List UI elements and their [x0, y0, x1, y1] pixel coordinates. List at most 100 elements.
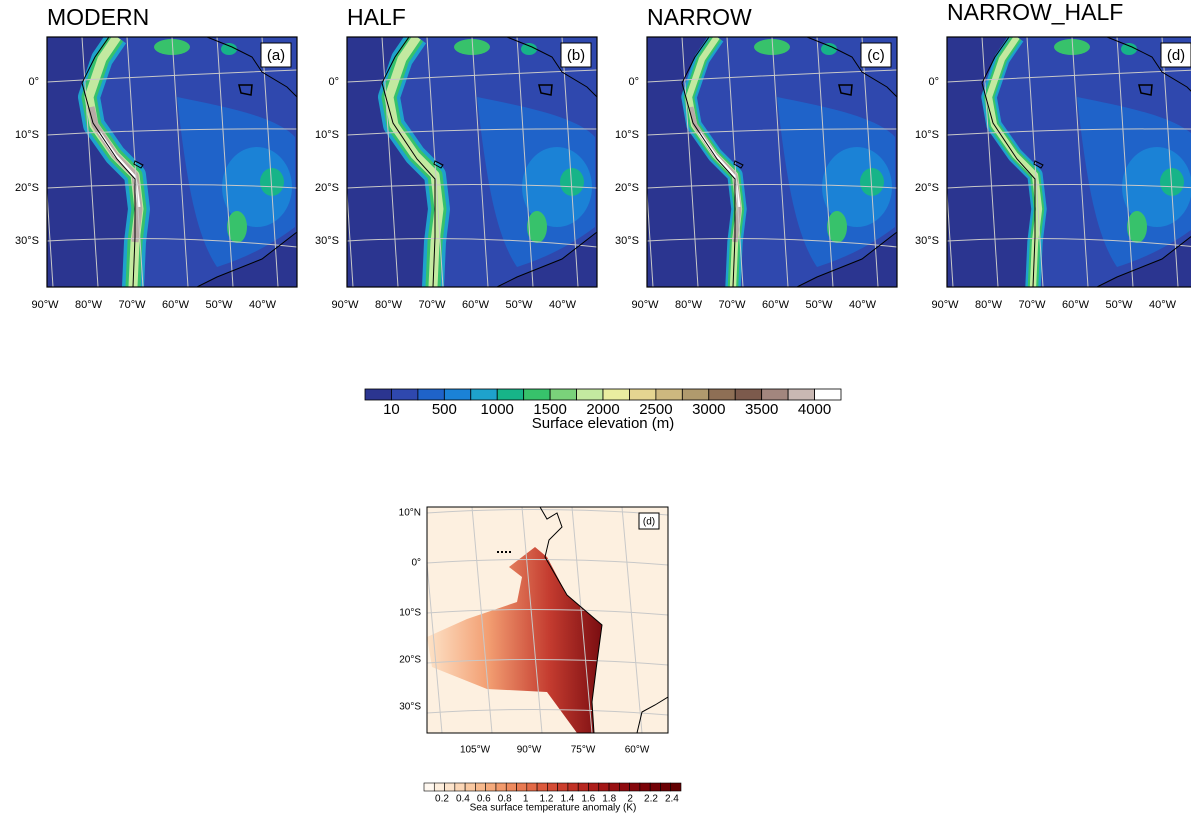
colorbar-swatch — [485, 782, 497, 792]
grid-line — [647, 128, 897, 136]
grid-line — [47, 185, 54, 287]
lon-label: 80°W — [975, 299, 1003, 311]
panel-label: (b) — [567, 47, 585, 64]
lat-label: 0° — [411, 558, 421, 569]
colorbar-label: 1.6 — [581, 794, 595, 805]
highland — [560, 168, 584, 196]
colorbar-swatch — [814, 388, 842, 401]
grid-line — [427, 658, 668, 666]
panel-label: (d) — [1167, 47, 1185, 64]
colorbar-label: 0.4 — [456, 794, 470, 805]
lat-label: 30°S — [399, 702, 421, 713]
lat-label: 10°S — [615, 129, 639, 141]
highland — [522, 147, 592, 227]
colorbar-swatch — [576, 388, 604, 401]
colorbar-label: 10 — [383, 401, 400, 418]
grid-line — [381, 37, 399, 287]
grid-line — [816, 37, 834, 287]
colorbar-title: Surface elevation (m) — [532, 415, 675, 432]
lat-label: 10°S — [15, 129, 39, 141]
lon-label: 50°W — [805, 299, 833, 311]
colorbar-label: 2000 — [586, 401, 619, 418]
lon-label: 50°W — [205, 299, 233, 311]
grid-line — [47, 69, 297, 83]
island — [838, 84, 853, 96]
guiana — [454, 39, 490, 55]
colorbar-swatch — [588, 782, 600, 792]
map-panel: (b) 0° 10°S 20°S 30°S 90°W 80°W 70°W 60°W 50°W 40°… — [315, 36, 598, 311]
sst-anomaly — [427, 547, 602, 733]
lon-label: 90°W — [31, 299, 59, 311]
colorbar-label: 0.8 — [498, 794, 512, 805]
label-box — [1160, 42, 1191, 68]
lat-label: 0° — [28, 76, 39, 88]
colorbar-label: 2500 — [639, 401, 672, 418]
colorbar-label: 3000 — [692, 401, 725, 418]
grid-line — [47, 238, 297, 248]
colorbar-swatch — [734, 388, 763, 401]
lon-label: 75°W — [571, 745, 596, 756]
map-panel: (a) 0° 10°S 20°S 30°S 90°W 80°W 70°W 60°W 50°W 40°… — [15, 36, 298, 311]
lat-label: 10°S — [915, 129, 939, 141]
colorbar-swatch — [516, 782, 528, 792]
grid-line — [947, 184, 1191, 189]
grid-line — [647, 185, 654, 287]
grid-line — [47, 128, 297, 136]
colorbar-label: 1.2 — [540, 794, 554, 805]
label-box — [260, 42, 292, 68]
colorbar-label: 1500 — [533, 401, 566, 418]
grid-line — [647, 238, 897, 248]
highland — [1122, 147, 1191, 227]
lon-label: 90°W — [331, 299, 359, 311]
lat-label: 30°S — [315, 235, 339, 247]
frame — [646, 36, 898, 288]
grid-line — [216, 37, 234, 287]
lon-label: 60°W — [162, 299, 190, 311]
coastline — [681, 37, 897, 287]
colorbar-swatch — [598, 782, 610, 792]
grid-line — [427, 708, 668, 716]
colorbar-swatch — [670, 782, 682, 792]
coastline — [381, 37, 597, 287]
grid-line — [347, 184, 597, 189]
highland — [822, 147, 892, 227]
colorbar-swatch — [639, 782, 651, 792]
lon-label: 60°W — [462, 299, 490, 311]
lon-label: 90°W — [931, 299, 959, 311]
grid-line — [471, 507, 493, 733]
grid-line — [427, 508, 668, 516]
grid-line — [947, 238, 1191, 247]
grid-line — [981, 37, 999, 287]
label-box — [638, 512, 660, 530]
lon-label: 50°W — [1105, 299, 1133, 311]
lat-label: 20°S — [915, 182, 939, 194]
island — [538, 84, 553, 96]
coastline — [539, 507, 668, 733]
lake — [733, 160, 744, 169]
guiana — [521, 43, 537, 55]
highland — [1127, 211, 1147, 243]
andes — [384, 37, 444, 287]
highland — [527, 211, 547, 243]
label-box — [860, 42, 892, 68]
grid-line — [81, 37, 99, 287]
colorbar-swatch — [536, 782, 548, 792]
map-body — [647, 37, 897, 287]
lon-label: 40°W — [849, 299, 877, 311]
colorbar-swatch — [655, 388, 683, 401]
grid-line — [427, 558, 668, 566]
colorbar-label: 1.8 — [602, 794, 616, 805]
frame — [346, 36, 598, 288]
colorbar-swatch — [454, 782, 466, 792]
coastline — [81, 37, 297, 287]
lat-label: 20°S — [399, 655, 421, 666]
grid-line — [1116, 37, 1134, 287]
highland — [260, 168, 284, 196]
grid-line — [427, 557, 443, 733]
colorbar-swatch — [681, 388, 710, 401]
grid-line — [672, 507, 692, 733]
highland — [227, 211, 247, 243]
island — [1138, 84, 1153, 96]
colorbar-swatch — [602, 388, 630, 401]
colorbar-label: 1 — [523, 794, 529, 805]
